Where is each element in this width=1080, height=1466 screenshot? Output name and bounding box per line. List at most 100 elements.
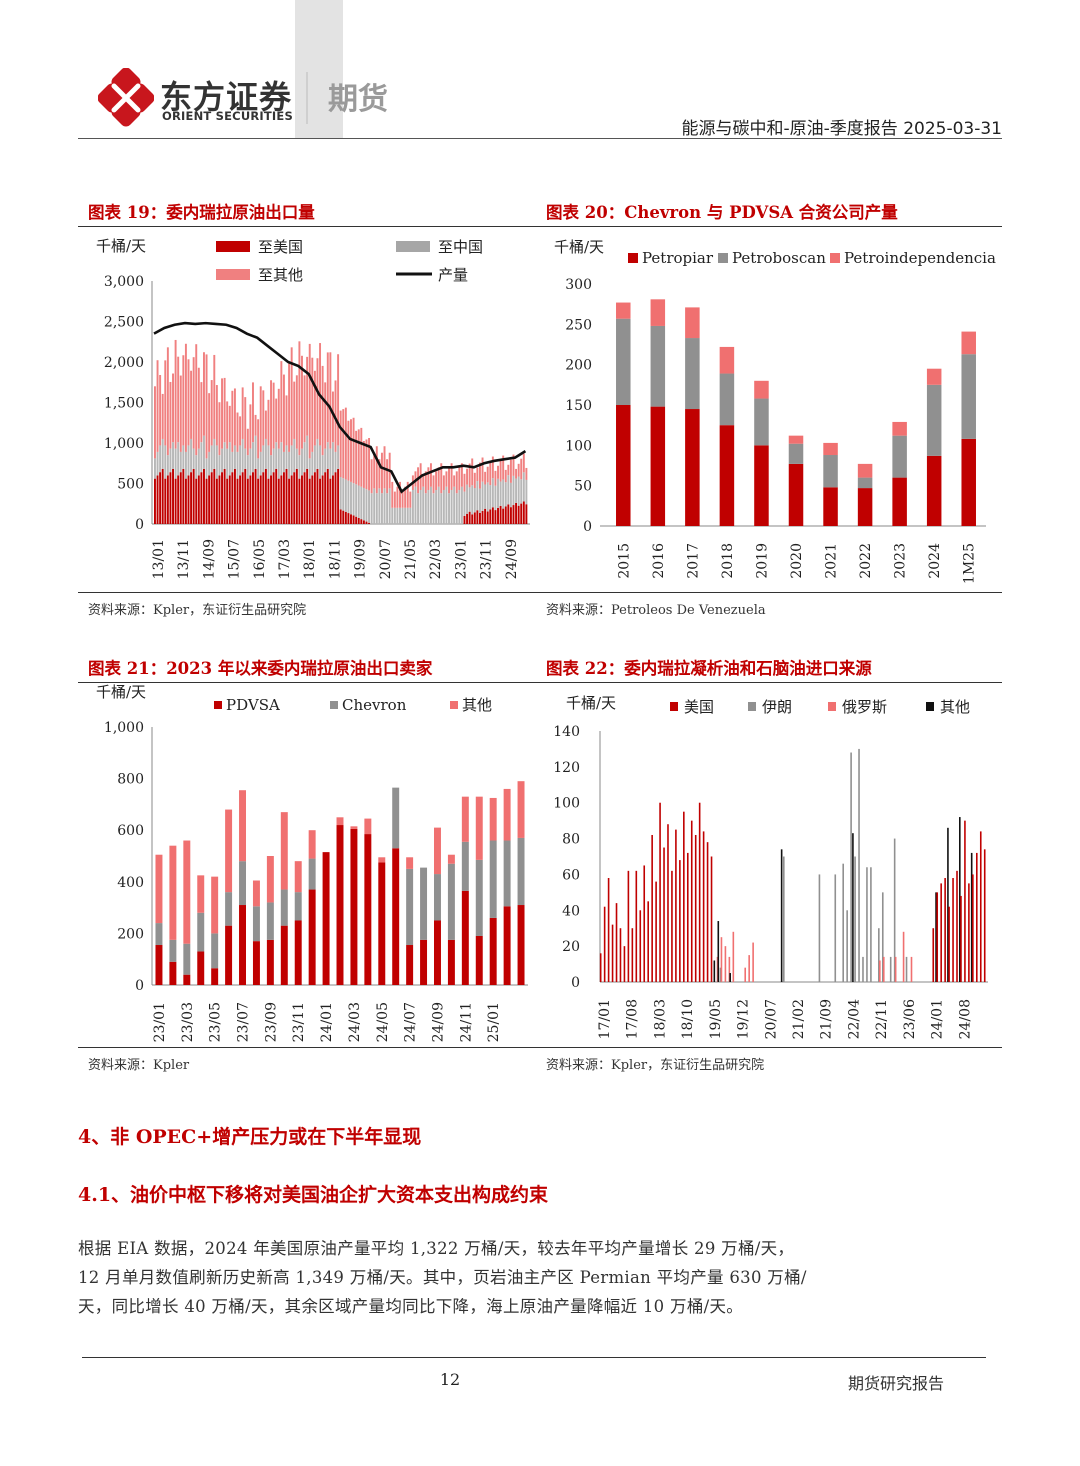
fig19-bar-segment — [468, 487, 471, 512]
fig19-bar-segment — [249, 404, 252, 449]
fig19-bar-segment — [267, 478, 270, 524]
fig19-bar-segment — [499, 460, 502, 482]
fig19-bar-segment — [448, 467, 450, 494]
fig19-bar-segment — [375, 446, 378, 494]
fig21-ytick-label: 0 — [135, 978, 144, 994]
fig19-bar-segment — [422, 486, 425, 524]
fig21-legend-label: Chevron — [342, 696, 407, 714]
fig21-bar-segment — [350, 828, 358, 985]
fig19-ytick-label: 1,000 — [104, 436, 144, 452]
fig19-bar-segment — [270, 475, 273, 524]
fig19-bar-segment — [471, 485, 474, 515]
fig20-xtick-label: 2024 — [927, 543, 943, 579]
fig20-legend-label: Petroboscan — [732, 249, 826, 267]
fig21-bar-segment — [336, 825, 344, 985]
fig20-bar-segment — [892, 435, 907, 478]
fig21-bar-segment — [489, 917, 497, 985]
fig19-bar-segment — [450, 489, 453, 524]
fig19-bar-segment — [208, 451, 211, 476]
fig22-xtick-label: 19/12 — [736, 999, 752, 1039]
fig19-bar-segment — [161, 438, 164, 469]
fig19-bar-segment — [522, 453, 525, 473]
fig19-bar-segment — [406, 481, 409, 508]
fig19-bar-segment — [331, 442, 334, 476]
fig22-bar — [635, 870, 638, 982]
fig19-bar-segment — [497, 507, 499, 524]
fig19-bar-segment — [463, 515, 466, 524]
fig22-bar — [724, 946, 727, 982]
fig19-bar-segment — [350, 481, 352, 515]
fig21-bar-segment — [489, 797, 497, 841]
fig19-bar-segment — [512, 475, 515, 506]
fig22-bar — [780, 849, 783, 982]
fig22-xtick-label: 20/07 — [763, 999, 779, 1039]
fig21-bar-segment — [211, 968, 219, 985]
fig19-bar-segment — [370, 493, 373, 524]
fig22-bar — [702, 831, 705, 982]
fig20-ylabel: 千桶/天 — [554, 238, 604, 256]
fig19-bar-segment — [507, 504, 510, 524]
fig19-bar-segment — [190, 370, 193, 439]
fig19-bar-segment — [223, 442, 226, 469]
fig19-bar-segment — [228, 475, 231, 524]
fig19-bar-segment — [344, 407, 347, 480]
fig19-legend-swatch — [216, 269, 250, 280]
fig19-bar-segment — [308, 343, 311, 459]
fig19-bar-segment — [481, 481, 484, 511]
fig19-bar-segment — [213, 468, 216, 524]
fig22-bar — [935, 892, 937, 982]
fig22-bar — [889, 956, 892, 982]
fig21-bar-segment — [447, 854, 455, 864]
fig19-bar-segment — [486, 511, 489, 524]
fig20-bar-segment — [719, 425, 735, 526]
fig19-ytick-label: 2,500 — [104, 315, 144, 331]
fig19-bar-segment — [301, 448, 303, 476]
fig20-xtick-label: 2020 — [789, 543, 805, 579]
fig21-ytick-label: 600 — [117, 823, 144, 839]
fig21-ylabel: 千桶/天 — [96, 684, 146, 701]
fig19-bar-segment — [275, 442, 278, 469]
fig19-bar-segment — [357, 517, 360, 524]
fig22-bar — [647, 901, 649, 982]
fig19-bar-segment — [246, 428, 249, 456]
fig19-bar-segment — [231, 451, 234, 473]
fig19-xtick-label: 23/11 — [479, 539, 495, 579]
fig22-bar — [675, 829, 677, 982]
fig19-bar-segment — [365, 489, 368, 522]
fig22-bar — [698, 802, 701, 982]
fig19-bar-segment — [179, 472, 182, 524]
fig19-bar-segment — [285, 468, 288, 524]
fig22-bar — [854, 856, 856, 982]
fig22-ytick-label: 80 — [562, 832, 580, 848]
fig21-bar-segment — [434, 920, 441, 985]
fig22-bar — [944, 878, 946, 982]
fig19-bar-segment — [520, 458, 523, 480]
fig19-bar-segment — [218, 402, 221, 456]
fig19-bar-segment — [373, 452, 376, 489]
fig19-bar-segment — [455, 493, 458, 524]
fig22-bar — [603, 906, 606, 982]
fig20-ytick-label: 200 — [565, 358, 592, 374]
fig20-bar-segment — [754, 398, 769, 446]
fig19-bar-segment — [360, 427, 363, 487]
fig19-bar-segment — [252, 442, 254, 473]
fig22-legend-label: 伊朗 — [762, 698, 792, 716]
fig19-ylabel: 千桶/天 — [96, 237, 146, 255]
fig19-bar-segment — [182, 355, 185, 446]
fig19-bar-segment — [357, 485, 360, 518]
fig19-bar-segment — [156, 360, 159, 452]
fig22-bar — [852, 833, 854, 982]
fig22-ytick-label: 140 — [553, 724, 580, 740]
fig21-bar-segment — [517, 837, 525, 906]
fig19-bar-segment — [507, 475, 510, 505]
fig20-xtick-label: 2019 — [754, 543, 770, 579]
fig19-bar-segment — [179, 451, 182, 473]
fig19-bar-segment — [365, 521, 368, 524]
fig19-bar-segment — [525, 479, 528, 505]
fig21-bar-segment — [350, 826, 358, 829]
fig19-xtick-label: 22/03 — [428, 539, 444, 579]
fig19-source: 资料来源：Kpler，东证衍生品研究院 — [88, 603, 307, 618]
fig20-legend-swatch — [718, 253, 728, 263]
fig19-bar-segment — [502, 455, 505, 480]
fig22-bar — [728, 956, 731, 982]
